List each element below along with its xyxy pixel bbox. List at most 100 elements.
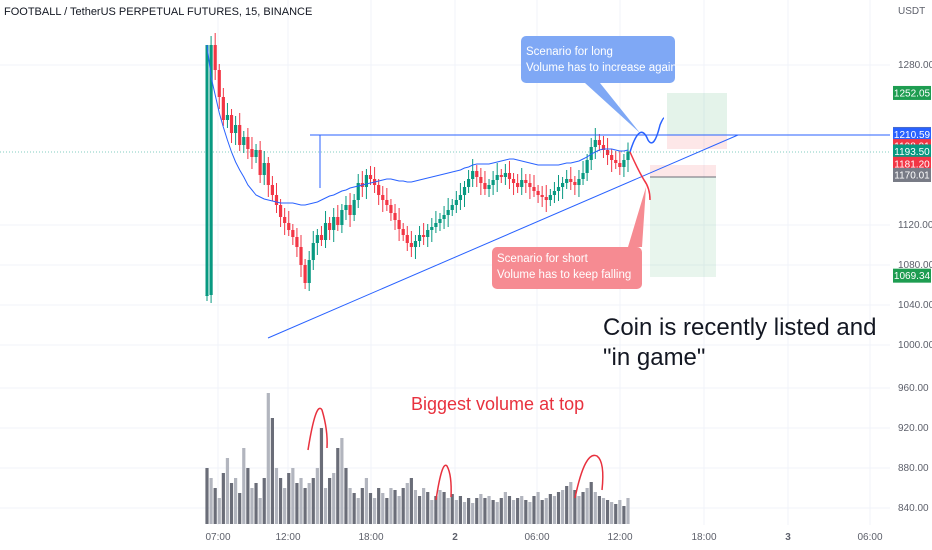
candle-body [552, 191, 557, 195]
volume-bar [291, 468, 295, 524]
short-stop-zone [650, 165, 716, 177]
volume-bar [466, 498, 471, 524]
candle-body [585, 160, 589, 173]
grid-lines [0, 0, 890, 525]
volume-bar [479, 494, 483, 524]
volume-bar [413, 490, 418, 524]
volume-bar [405, 483, 409, 524]
volume-bar [332, 473, 336, 524]
candle-body [246, 137, 250, 149]
candle-body [405, 235, 409, 243]
candle-body [536, 191, 540, 195]
candle-body [618, 163, 622, 167]
price-tag-label: 1252.05 [894, 88, 931, 99]
volume-bar [536, 492, 540, 524]
candle-body [209, 45, 213, 295]
candle-body [238, 125, 242, 145]
time-axis-label: 2 [452, 532, 458, 543]
volume-peak-arc-2 [435, 464, 452, 501]
price-tag-label: 1181.20 [894, 159, 930, 170]
volume-bar [593, 492, 597, 524]
volume-bar [209, 478, 213, 524]
candle-body [205, 295, 209, 296]
volume-bar [442, 492, 446, 524]
volume-bar [569, 482, 573, 524]
candle-body [540, 195, 544, 197]
volume-bar [540, 500, 544, 524]
candle-body [303, 265, 307, 283]
candle-body [389, 205, 393, 213]
candle-body [483, 183, 487, 189]
time-axis-label: 3 [785, 532, 791, 543]
candle-body [466, 179, 471, 187]
candle-body [434, 223, 438, 227]
candle-body [610, 155, 614, 160]
volume-bar [393, 490, 397, 524]
candle-body [299, 247, 303, 265]
long-target-zone [667, 93, 727, 135]
volume-peak-arc-1 [307, 407, 328, 451]
candle-body [597, 140, 601, 145]
price-tag [893, 85, 931, 100]
volume-bar [438, 490, 442, 524]
volume-bar [266, 393, 270, 524]
price-axis-label: 1280.00 [898, 60, 932, 71]
price-axis-label: 1040.00 [898, 300, 932, 311]
volume-bar [344, 468, 348, 524]
candle-body [328, 223, 332, 230]
volume-bar [556, 492, 561, 524]
candle-body [225, 115, 230, 120]
volume-bar [417, 496, 422, 524]
volume-bar [381, 493, 385, 524]
price-axis-label: 920.00 [898, 423, 929, 434]
candle-body [266, 163, 270, 185]
volume-bar [495, 502, 499, 524]
candle-body [258, 150, 262, 175]
price-axis-labels: 840.00 880.00 920.00 960.00 1000.00 1040.00 10… [898, 60, 932, 514]
candle-body [556, 187, 561, 191]
volume-bar [544, 498, 548, 524]
candle-body [548, 195, 552, 200]
price-axis-label: 1080.00 [898, 260, 932, 271]
candle-body [569, 179, 573, 182]
volume-bar [397, 496, 401, 524]
long-bubble-line-2: Volume has to increase again [526, 62, 677, 74]
volume-bar [589, 482, 593, 524]
short-target-zone [650, 177, 716, 277]
candle-body [348, 205, 352, 215]
chart-title: FOOTBALL / TetherUS PERPETUAL FUTURES, 1… [4, 6, 312, 18]
ascending-trendline [267, 134, 739, 339]
candle-body [417, 235, 422, 241]
time-axis-labels: 07:00 12:00 18:00 2 06:00 12:00 18:00 3 06:00 [205, 532, 882, 543]
candle-body [577, 179, 581, 185]
candle-body [544, 197, 548, 200]
candle-body [491, 180, 495, 185]
volume-bar [213, 488, 217, 524]
volume-bar [229, 483, 234, 524]
candle-body [397, 220, 401, 229]
candle-body [487, 185, 491, 189]
candle-body [450, 205, 454, 210]
candle-body [524, 180, 528, 183]
volume-bar [532, 496, 536, 524]
main-note-line-2: "in game" [603, 344, 705, 371]
time-axis-label: 18:00 [358, 532, 383, 543]
volume-bar [573, 490, 577, 524]
moving-average-line [206, 44, 629, 206]
candle-body [368, 175, 373, 179]
volume-bar [520, 496, 524, 524]
volume-bar [356, 498, 360, 524]
price-tags: 1252.051211.031210.591198.911193.5004:22… [893, 85, 931, 283]
volume-bar [278, 478, 283, 524]
volume-bar [601, 498, 606, 524]
candle-body [332, 217, 336, 230]
volume-bar [426, 492, 430, 524]
short-scenario-path [629, 151, 651, 201]
candle-body [601, 145, 606, 150]
candle-body [507, 173, 512, 179]
volume-bar [475, 498, 479, 524]
volume-bar [368, 493, 373, 524]
volume-bar [238, 493, 242, 524]
volume-note: Biggest volume at top [411, 394, 584, 414]
candle-body [581, 173, 585, 179]
